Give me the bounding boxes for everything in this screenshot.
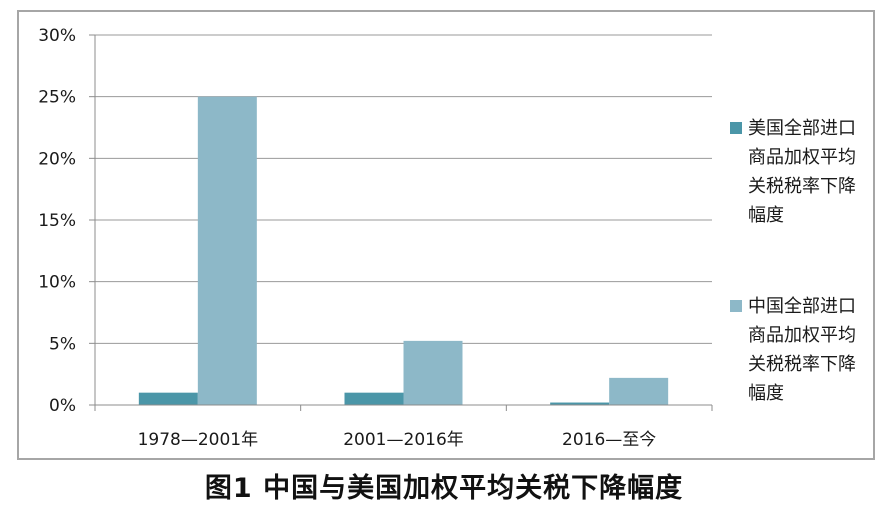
y-tick-label: 15% [38,211,76,231]
y-tick-label: 30% [38,26,76,46]
bar-china-0 [197,96,257,406]
bar-us-0 [138,392,198,405]
legend-label-china: 中国全部进口商品加权平均关税税率下降幅度 [748,296,856,404]
legend-swatch-china [730,300,742,312]
y-tick-label: 0% [49,396,76,416]
y-tick-label: 5% [49,334,76,354]
bar-china-2 [609,377,669,405]
x-tick-label: 2001—2016年 [343,430,464,450]
bar-china-1 [403,340,463,405]
figure-caption: 图1 中国与美国加权平均关税下降幅度 [204,473,684,504]
legend-label-us: 美国全部进口商品加权平均关税税率下降幅度 [748,118,856,226]
y-tick-label: 20% [38,149,76,169]
legend-swatch-us [730,122,742,134]
bar-us-1 [344,392,404,405]
y-tick-label: 10% [38,273,76,293]
x-tick-label: 2016—至今 [562,430,656,450]
y-tick-label: 25% [38,88,76,108]
bar-us-2 [550,402,610,405]
x-tick-label: 1978—2001年 [138,430,259,450]
